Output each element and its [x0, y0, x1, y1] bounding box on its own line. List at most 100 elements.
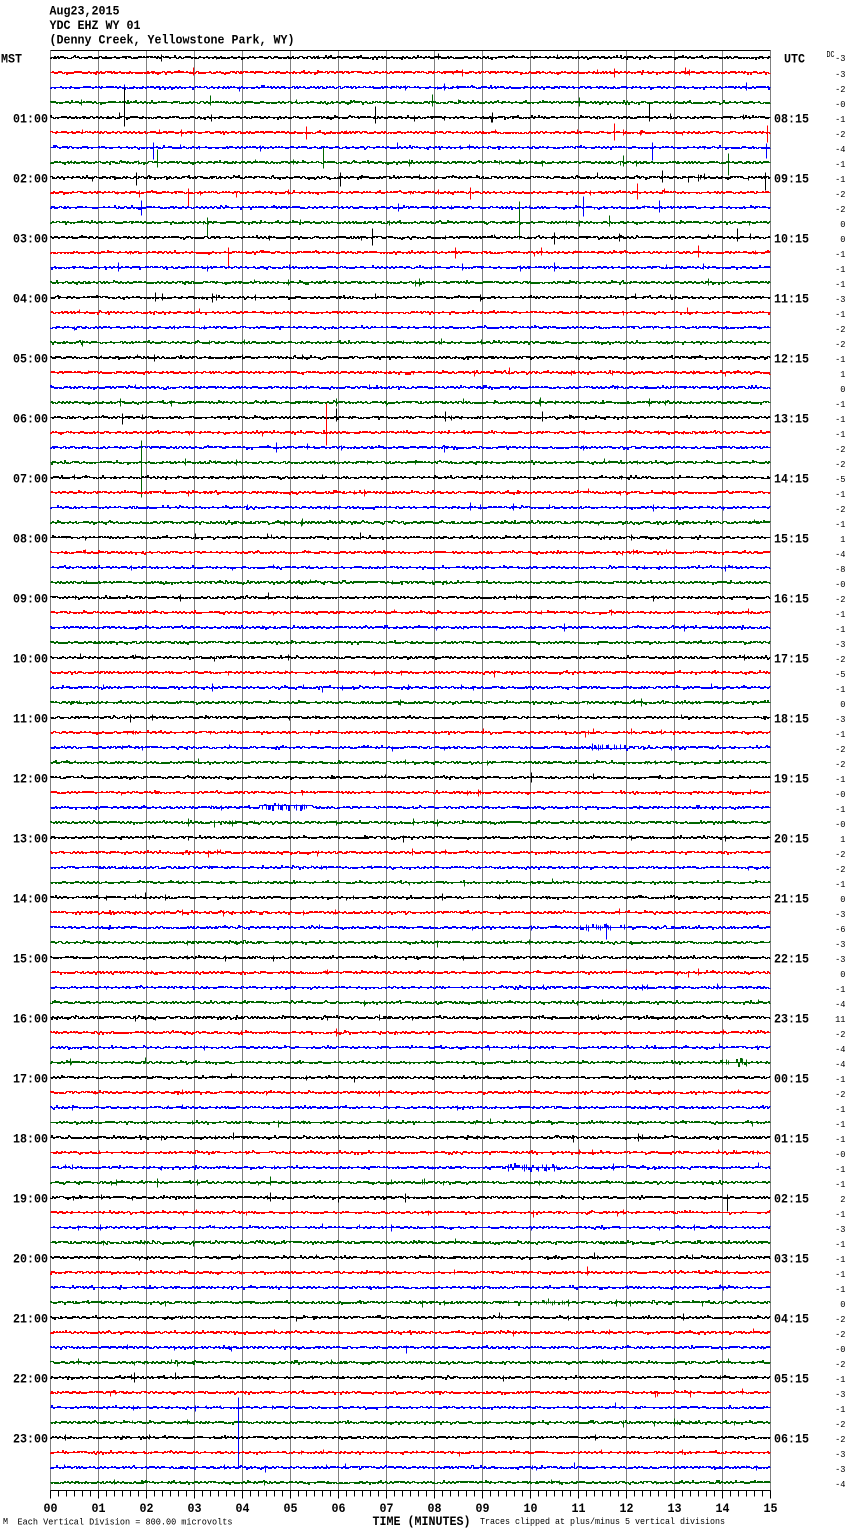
svg-text:-0: -0 — [835, 1345, 845, 1355]
svg-text:-1: -1 — [835, 805, 845, 815]
svg-text:23:00: 23:00 — [13, 1432, 48, 1447]
svg-text:-1: -1 — [835, 520, 845, 530]
svg-text:0: 0 — [840, 220, 845, 230]
svg-text:MST: MST — [1, 52, 22, 67]
svg-text:09:15: 09:15 — [774, 172, 809, 187]
svg-text:04: 04 — [236, 1501, 250, 1516]
svg-text:-1: -1 — [835, 1075, 845, 1085]
svg-text:-2: -2 — [835, 850, 845, 860]
svg-text:-1: -1 — [835, 1255, 845, 1265]
svg-text:03:15: 03:15 — [774, 1252, 809, 1267]
svg-text:-3: -3 — [835, 940, 845, 950]
svg-text:21:00: 21:00 — [13, 1312, 48, 1327]
svg-text:M: M — [3, 1517, 8, 1527]
svg-text:17:00: 17:00 — [13, 1072, 48, 1087]
svg-text:03:00: 03:00 — [13, 232, 48, 247]
svg-text:(Denny Creek, Yellowstone Park: (Denny Creek, Yellowstone Park, WY) — [50, 33, 295, 48]
svg-text:0: 0 — [840, 895, 845, 905]
svg-text:13: 13 — [668, 1501, 682, 1516]
svg-text:06:15: 06:15 — [774, 1432, 809, 1447]
svg-text:-1: -1 — [835, 775, 845, 785]
svg-text:-1: -1 — [835, 1285, 845, 1295]
svg-text:19:15: 19:15 — [774, 772, 809, 787]
svg-text:14: 14 — [716, 1501, 730, 1516]
svg-text:-0: -0 — [835, 580, 845, 590]
svg-text:05:15: 05:15 — [774, 1372, 809, 1387]
svg-text:-2: -2 — [835, 505, 845, 515]
svg-text:-1: -1 — [835, 115, 845, 125]
svg-text:12: 12 — [620, 1501, 634, 1516]
svg-text:11:15: 11:15 — [774, 292, 809, 307]
svg-text:Traces clipped at plus/minus 5: Traces clipped at plus/minus 5 vertical … — [480, 1517, 725, 1527]
svg-text:-3: -3 — [835, 295, 845, 305]
svg-text:-0: -0 — [835, 1150, 845, 1160]
svg-text:-2: -2 — [835, 1360, 845, 1370]
svg-text:-1: -1 — [835, 1240, 845, 1250]
svg-text:-1: -1 — [835, 400, 845, 410]
svg-text:00: 00 — [44, 1501, 58, 1516]
svg-text:15:15: 15:15 — [774, 532, 809, 547]
svg-text:01:15: 01:15 — [774, 1132, 809, 1147]
svg-text:07: 07 — [380, 1501, 394, 1516]
svg-text:-2: -2 — [835, 865, 845, 875]
svg-text:-4: -4 — [835, 1045, 845, 1055]
svg-text:-2: -2 — [835, 130, 845, 140]
svg-text:-1: -1 — [835, 1180, 845, 1190]
svg-text:-2: -2 — [835, 1090, 845, 1100]
svg-text:DC: DC — [827, 50, 835, 60]
svg-text:-2: -2 — [835, 190, 845, 200]
svg-text:-1: -1 — [835, 1165, 845, 1175]
svg-text:-4: -4 — [835, 1480, 845, 1490]
svg-text:-2: -2 — [835, 85, 845, 95]
svg-text:-3: -3 — [835, 1225, 845, 1235]
svg-text:01:00: 01:00 — [13, 112, 48, 127]
svg-text:06: 06 — [332, 1501, 346, 1516]
svg-text:02:15: 02:15 — [774, 1192, 809, 1207]
svg-text:0: 0 — [840, 1300, 845, 1310]
svg-text:-2: -2 — [835, 1435, 845, 1445]
svg-text:-1: -1 — [835, 430, 845, 440]
svg-text:-2: -2 — [835, 205, 845, 215]
svg-text:-4: -4 — [835, 145, 845, 155]
svg-text:-2: -2 — [835, 1030, 845, 1040]
svg-text:00:15: 00:15 — [774, 1072, 809, 1087]
svg-text:-0: -0 — [835, 100, 845, 110]
svg-text:YDC EHZ WY 01: YDC EHZ WY 01 — [50, 18, 141, 33]
svg-text:-2: -2 — [835, 460, 845, 470]
svg-text:10: 10 — [524, 1501, 538, 1516]
svg-text:-2: -2 — [835, 745, 845, 755]
svg-text:19:00: 19:00 — [13, 1192, 48, 1207]
svg-text:04:15: 04:15 — [774, 1312, 809, 1327]
svg-text:05: 05 — [284, 1501, 298, 1516]
svg-text:-8: -8 — [835, 565, 845, 575]
svg-text:09: 09 — [476, 1501, 490, 1516]
svg-text:23:15: 23:15 — [774, 1012, 809, 1027]
svg-text:17:15: 17:15 — [774, 652, 809, 667]
svg-text:-3: -3 — [835, 1390, 845, 1400]
svg-text:-1: -1 — [835, 310, 845, 320]
svg-text:16:00: 16:00 — [13, 1012, 48, 1027]
svg-text:-2: -2 — [835, 760, 845, 770]
svg-text:-1: -1 — [835, 415, 845, 425]
svg-text:10:15: 10:15 — [774, 232, 809, 247]
svg-text:-1: -1 — [835, 1135, 845, 1145]
svg-text:-4: -4 — [835, 1060, 845, 1070]
svg-text:18:00: 18:00 — [13, 1132, 48, 1147]
svg-text:18:15: 18:15 — [774, 712, 809, 727]
svg-text:08:15: 08:15 — [774, 112, 809, 127]
svg-text:1: 1 — [840, 535, 845, 545]
svg-text:04:00: 04:00 — [13, 292, 48, 307]
svg-text:09:00: 09:00 — [13, 592, 48, 607]
svg-text:-2: -2 — [835, 655, 845, 665]
svg-text:-1: -1 — [835, 730, 845, 740]
svg-text:-1: -1 — [835, 265, 845, 275]
svg-text:Each Vertical Division = 800.: Each Vertical Division = 800.00 microvol… — [18, 1518, 233, 1528]
svg-text:2: 2 — [840, 1195, 845, 1205]
svg-text:20:15: 20:15 — [774, 832, 809, 847]
svg-text:-3: -3 — [835, 1450, 845, 1460]
svg-text:-1: -1 — [835, 1405, 845, 1415]
svg-text:1: 1 — [840, 370, 845, 380]
svg-text:0: 0 — [840, 970, 845, 980]
svg-text:01: 01 — [92, 1501, 106, 1516]
svg-text:TIME (MINUTES): TIME (MINUTES) — [373, 1514, 471, 1529]
